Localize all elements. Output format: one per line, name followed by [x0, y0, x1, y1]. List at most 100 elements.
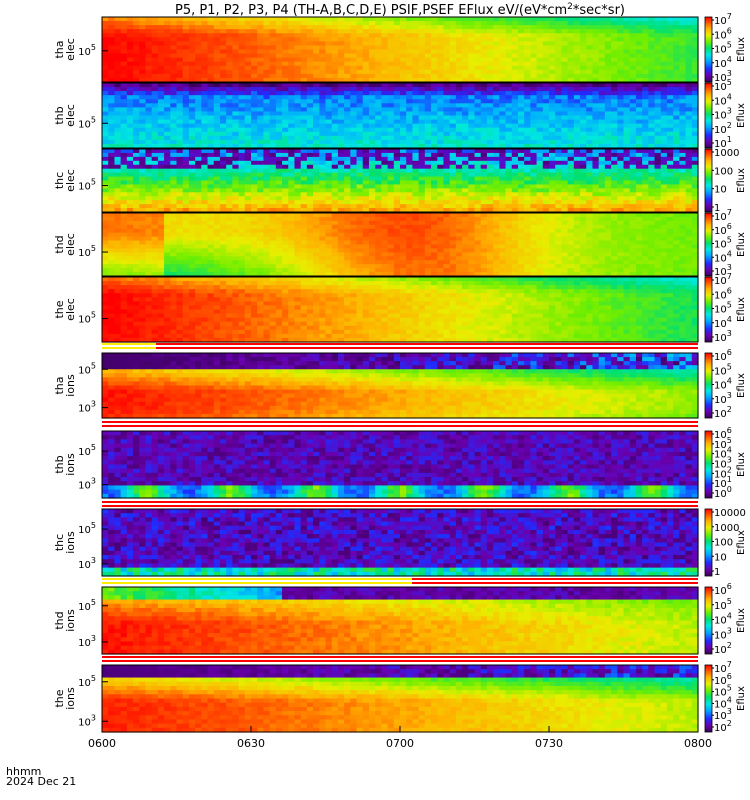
- heatmap-cell: [387, 204, 395, 209]
- heatmap-cell: [629, 57, 637, 63]
- heatmap-cell: [660, 115, 668, 121]
- heatmap-cell: [555, 143, 563, 149]
- heatmap-cell: [617, 111, 625, 117]
- heatmap-cell: [567, 21, 575, 26]
- heatmap-cell: [586, 17, 594, 22]
- heatmap-cell: [362, 37, 370, 42]
- heatmap-cell: [611, 176, 618, 182]
- heatmap-cell: [536, 77, 544, 83]
- heatmap-cell: [368, 107, 376, 113]
- heatmap-cell: [685, 164, 693, 170]
- heatmap-cell: [493, 200, 500, 205]
- heatmap-cell: [356, 180, 364, 186]
- heatmap-cell: [468, 103, 476, 108]
- heatmap-cell: [356, 41, 364, 47]
- heatmap-cell: [586, 160, 594, 166]
- heatmap-cell: [337, 87, 345, 92]
- heatmap-cell: [629, 196, 637, 201]
- heatmap-cell: [555, 21, 563, 26]
- heatmap-cell: [300, 95, 308, 100]
- heatmap-cell: [207, 196, 215, 201]
- heatmap-cell: [157, 216, 165, 222]
- heatmap-cell: [170, 107, 178, 113]
- heatmap-cell: [213, 111, 221, 117]
- heatmap-cell: [666, 192, 674, 197]
- heatmap-cell: [188, 17, 196, 22]
- heatmap-cell: [536, 164, 544, 170]
- heatmap-cell: [474, 176, 482, 182]
- heatmap-cell: [623, 119, 631, 125]
- heatmap-cell: [145, 61, 153, 67]
- heatmap-cell: [356, 21, 364, 26]
- heatmap-cell: [263, 91, 271, 96]
- heatmap-cell: [102, 149, 109, 154]
- heatmap-cell: [126, 180, 134, 186]
- heatmap-cell: [455, 41, 463, 47]
- heatmap-cell: [114, 152, 122, 158]
- heatmap-cell: [114, 200, 122, 205]
- heatmap-cell: [412, 139, 420, 145]
- heatmap-cell: [282, 131, 289, 137]
- heatmap-cell: [660, 156, 668, 162]
- heatmap-cell: [642, 152, 649, 158]
- heatmap-cell: [331, 149, 339, 154]
- heatmap-cell: [617, 37, 625, 42]
- heatmap-cell: [102, 224, 109, 230]
- heatmap-cell: [126, 220, 134, 226]
- heatmap-cell: [164, 188, 171, 193]
- heatmap-cell: [294, 65, 302, 71]
- heatmap-cell: [269, 224, 277, 230]
- heatmap-cell: [648, 216, 656, 222]
- heatmap-cell: [611, 87, 618, 92]
- heatmap-cell: [251, 57, 258, 63]
- heatmap-cell: [524, 83, 531, 88]
- heatmap-cell: [542, 111, 550, 117]
- heatmap-cell: [406, 135, 414, 141]
- heatmap-cell: [536, 17, 544, 22]
- heatmap-cell: [126, 53, 134, 59]
- heatmap-cell: [269, 107, 277, 113]
- heatmap-cell: [648, 103, 656, 108]
- heatmap-cell: [195, 41, 202, 47]
- heatmap-cell: [263, 143, 271, 149]
- heatmap-cell: [157, 176, 165, 182]
- heatmap-cell: [331, 73, 339, 79]
- heatmap-cell: [642, 127, 649, 133]
- heatmap-cell: [530, 135, 538, 141]
- heatmap-cell: [114, 65, 122, 71]
- heatmap-cell: [213, 160, 221, 166]
- heatmap-cell: [592, 208, 600, 213]
- heatmap-cell: [524, 53, 531, 59]
- heatmap-cell: [375, 213, 382, 218]
- heatmap-cell: [679, 99, 687, 104]
- heatmap-cell: [567, 107, 575, 113]
- heatmap-cell: [294, 200, 302, 205]
- heatmap-cell: [219, 143, 227, 149]
- heatmap-cell: [486, 25, 494, 30]
- heatmap-cell: [313, 176, 320, 182]
- heatmap-cell: [418, 192, 426, 197]
- heatmap-cell: [586, 45, 594, 51]
- heatmap-cell: [108, 135, 116, 141]
- heatmap-cell: [294, 119, 302, 125]
- heatmap-cell: [505, 25, 513, 30]
- heatmap-cell: [263, 196, 271, 201]
- heatmap-cell: [517, 119, 525, 125]
- heatmap-cell: [133, 33, 140, 38]
- heatmap-cell: [195, 208, 202, 213]
- heatmap-cell: [611, 213, 618, 218]
- heatmap-cell: [145, 95, 153, 100]
- heatmap-cell: [549, 57, 556, 63]
- heatmap-cell: [257, 160, 265, 166]
- heatmap-cell: [294, 95, 302, 100]
- heatmap-cell: [623, 135, 631, 141]
- heatmap-cell: [139, 220, 147, 226]
- heatmap-cell: [666, 188, 674, 193]
- heatmap-cell: [679, 65, 687, 71]
- heatmap-cell: [350, 180, 358, 186]
- heatmap-cell: [635, 149, 643, 154]
- heatmap-cell: [219, 45, 227, 51]
- heatmap-cell: [120, 160, 128, 166]
- heatmap-cell: [561, 115, 569, 121]
- heatmap-cell: [660, 17, 668, 22]
